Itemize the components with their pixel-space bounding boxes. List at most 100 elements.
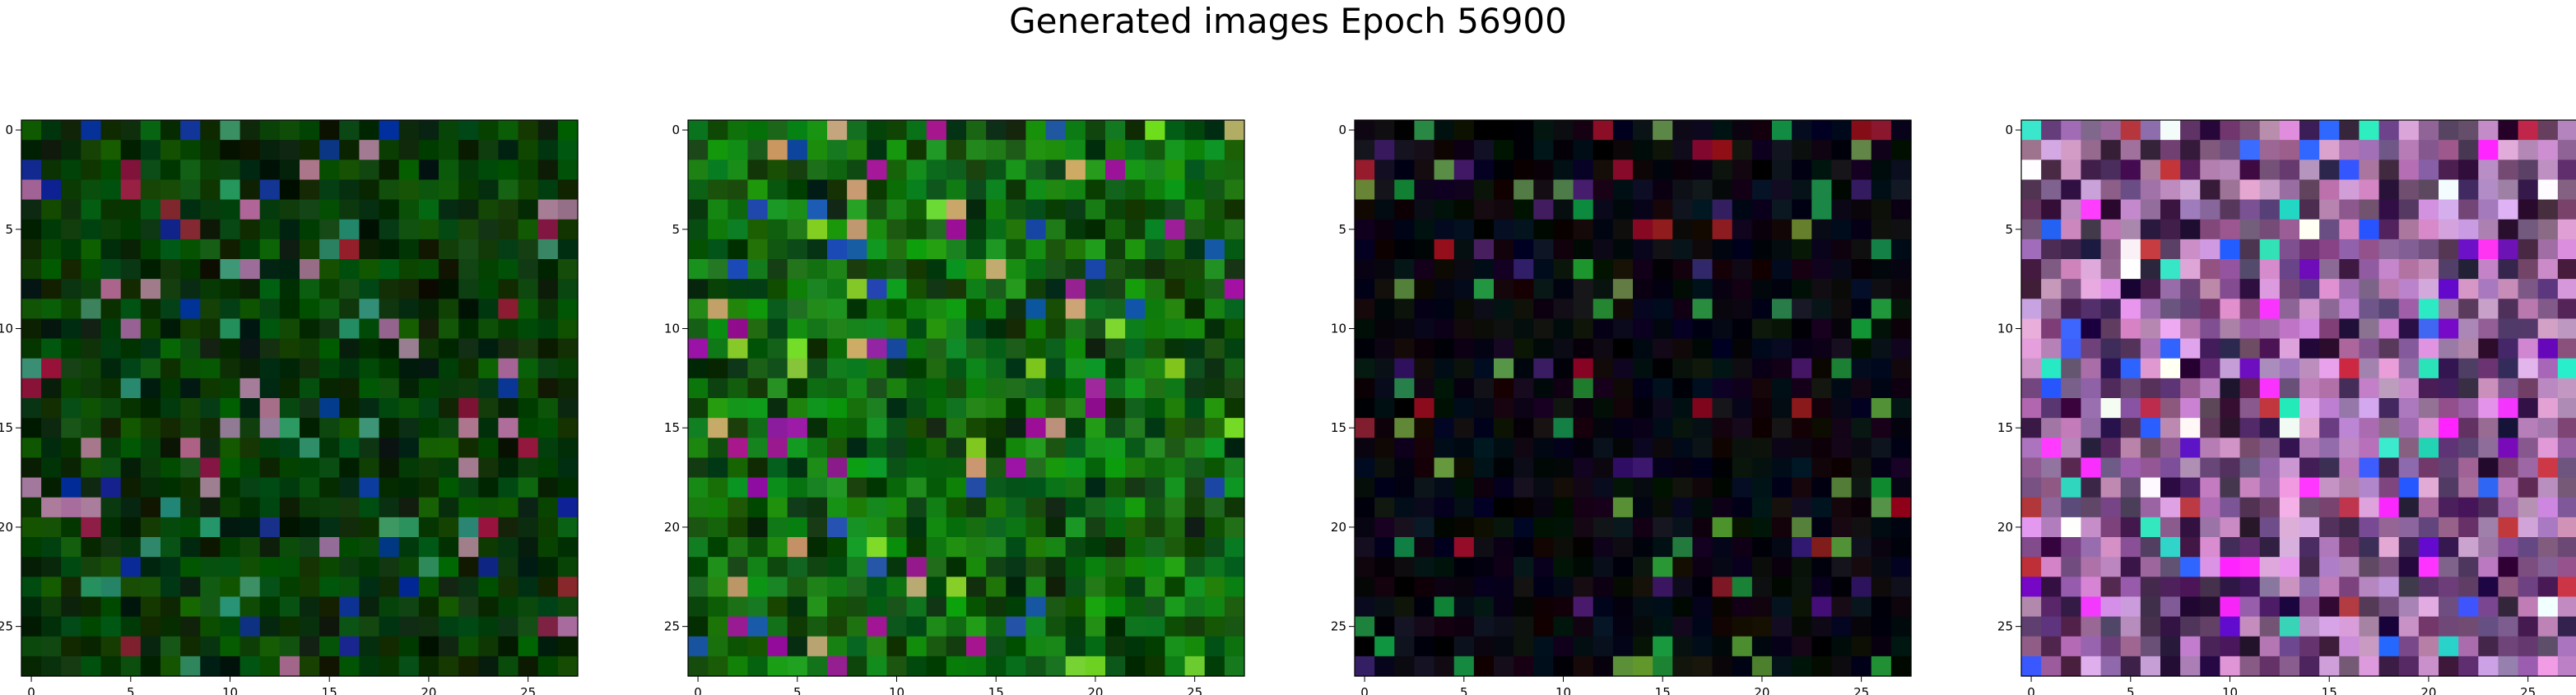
pixel-cell xyxy=(1612,616,1634,637)
pixel-cell xyxy=(379,477,400,498)
pixel-cell xyxy=(2041,199,2062,220)
pixel-cell xyxy=(2299,596,2320,618)
pixel-cell xyxy=(1145,120,1166,141)
pixel-cell xyxy=(1672,596,1694,618)
pixel-cell xyxy=(2398,179,2420,201)
y-tick-label: 0 xyxy=(5,123,13,137)
pixel-cell xyxy=(1751,219,1773,240)
pixel-cell xyxy=(2021,398,2042,419)
pixel-cell xyxy=(1224,140,1245,160)
pixel-cell xyxy=(319,160,340,181)
pixel-cell xyxy=(61,338,82,359)
pixel-cell xyxy=(1105,557,1126,577)
pixel-cell xyxy=(847,239,867,260)
pixel-cell xyxy=(2160,537,2181,558)
pixel-cell xyxy=(200,517,221,538)
pixel-cell xyxy=(1494,140,1514,160)
pixel-cell xyxy=(1224,557,1245,577)
pixel-cell xyxy=(1633,120,1653,141)
pixel-cell xyxy=(688,378,709,399)
pixel-cell xyxy=(200,259,221,280)
pixel-cell xyxy=(339,219,360,240)
pixel-cell xyxy=(1573,318,1594,340)
pixel-cell xyxy=(2299,259,2320,280)
pixel-cell xyxy=(41,656,62,677)
pixel-cell xyxy=(2537,636,2559,657)
pixel-cell xyxy=(200,497,221,518)
pixel-cell xyxy=(807,438,828,459)
pixel-cell xyxy=(518,557,539,577)
pixel-cell xyxy=(1692,160,1713,181)
pixel-cell xyxy=(847,636,867,657)
pixel-cell xyxy=(140,259,161,280)
pixel-cell xyxy=(1653,338,1673,359)
pixel-cell xyxy=(81,318,102,340)
pixel-cell xyxy=(2478,199,2499,220)
pixel-cell xyxy=(2259,398,2281,419)
pixel-cell xyxy=(1712,140,1733,160)
pixel-cell xyxy=(1394,517,1416,538)
pixel-cell xyxy=(379,179,400,201)
pixel-cell xyxy=(1184,457,1206,479)
pixel-cell xyxy=(1751,596,1773,618)
pixel-cell xyxy=(767,179,788,201)
pixel-cell xyxy=(2120,656,2141,677)
pixel-cell xyxy=(2439,517,2459,538)
pixel-cell xyxy=(259,279,281,299)
pixel-cell xyxy=(1653,557,1673,577)
pixel-cell xyxy=(2100,616,2122,637)
pixel-cell xyxy=(2378,557,2400,577)
pixel-cell xyxy=(537,299,559,320)
pixel-cell xyxy=(1831,219,1853,240)
pixel-cell xyxy=(1394,219,1416,240)
pixel-cell xyxy=(847,259,867,280)
pixel-cell xyxy=(1712,358,1733,379)
pixel-cell xyxy=(2557,398,2576,419)
pixel-cell xyxy=(2259,517,2281,538)
pixel-cell xyxy=(2557,179,2576,201)
pixel-cell xyxy=(1224,517,1245,538)
pixel-cell xyxy=(2041,517,2062,538)
pixel-cell xyxy=(1890,557,1912,577)
pixel-cell xyxy=(1653,398,1673,419)
pixel-cell xyxy=(688,358,709,379)
pixel-cell xyxy=(747,279,769,299)
pixel-cell xyxy=(1751,358,1773,379)
pixel-cell xyxy=(458,279,479,299)
pixel-cell xyxy=(439,398,459,419)
pixel-cell xyxy=(966,398,987,419)
pixel-cell xyxy=(2378,259,2400,280)
pixel-cell xyxy=(1851,497,1872,518)
pixel-cell xyxy=(1732,120,1753,141)
pixel-cell xyxy=(946,418,967,438)
pixel-cell xyxy=(1712,120,1733,141)
pixel-cell xyxy=(1573,338,1594,359)
pixel-cell xyxy=(279,557,300,577)
pixel-cell xyxy=(180,219,201,240)
pixel-cell xyxy=(2418,537,2439,558)
pixel-cell xyxy=(1732,537,1753,558)
pixel-cell xyxy=(1514,418,1534,438)
pixel-cell xyxy=(2200,299,2221,320)
pixel-cell xyxy=(2021,656,2042,677)
pixel-cell xyxy=(867,398,888,419)
pixel-cell xyxy=(2120,398,2141,419)
pixel-cell xyxy=(300,477,320,498)
pixel-cell xyxy=(2259,656,2281,677)
pixel-cell xyxy=(279,160,300,181)
pixel-cell xyxy=(1125,398,1146,419)
pixel-cell xyxy=(1653,378,1673,399)
pixel-cell xyxy=(1633,438,1653,459)
pixel-cell xyxy=(81,338,102,359)
pixel-cell xyxy=(1434,219,1455,240)
pixel-cell xyxy=(2220,239,2241,260)
pixel-cell xyxy=(1831,179,1853,201)
pixel-cell xyxy=(1633,477,1653,498)
pixel-cell xyxy=(41,239,62,260)
pixel-cell xyxy=(61,179,82,201)
pixel-cell xyxy=(1085,457,1106,479)
pixel-cell xyxy=(1573,418,1594,438)
pixel-cell xyxy=(120,179,142,201)
pixel-cell xyxy=(81,438,102,459)
pixel-cell xyxy=(906,577,928,598)
